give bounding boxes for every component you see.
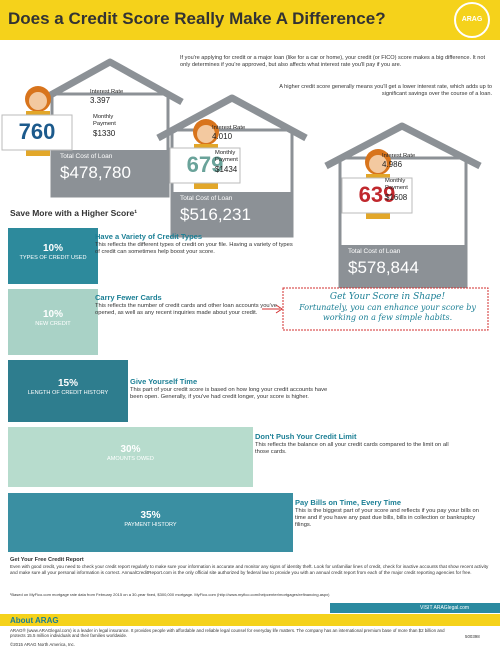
- score-sign: [341, 177, 413, 214]
- factor-text: This part of your credit score is based …: [130, 387, 328, 400]
- score: 639: [358, 182, 396, 207]
- rate-label: Interest Rate: [382, 153, 416, 159]
- factor-label: NEW CREDIT: [35, 321, 71, 327]
- person-face: [369, 155, 387, 173]
- payment-label: Monthly Payment: [215, 150, 238, 163]
- payment: $1434: [215, 165, 238, 174]
- visit[interactable]: VISIT ARAGlegal.com: [420, 605, 470, 611]
- report-text: Even with good credit, you need to check…: [10, 564, 489, 575]
- houses: [1, 58, 482, 294]
- house-band: [52, 150, 168, 196]
- section-title: Save More with a Higher Score¹: [10, 208, 138, 218]
- factor-percent: 35%: [140, 509, 161, 521]
- factor-text: This reflects the balance on all your cr…: [255, 442, 449, 455]
- total-label: Total Cost of Loan: [348, 248, 401, 255]
- copyright: ©2015 ARAG North America, Inc.: [10, 642, 75, 647]
- factor-percent: 30%: [120, 444, 141, 455]
- house-band: [172, 192, 292, 236]
- intro: A higher credit score generally means yo…: [279, 84, 492, 97]
- factor-text: This is the biggest part of your score a…: [295, 508, 479, 528]
- code: 500398: [465, 634, 480, 639]
- score-sign: [169, 147, 241, 184]
- callout-title: Get Your Score in Shape!: [329, 292, 446, 302]
- factor-heading: Have a Variety of Credit Types: [95, 232, 202, 241]
- rate: 4.010: [212, 132, 233, 141]
- logo-text: ARAG: [461, 16, 483, 23]
- payment: $1608: [385, 193, 408, 202]
- callout-text: Fortunately, you can enhance your score …: [299, 303, 476, 322]
- total-label: Total Cost of Loan: [180, 195, 233, 202]
- factor-bar: [8, 427, 253, 487]
- report-title: Get Your Free Credit Report: [10, 557, 84, 563]
- header-band: [0, 0, 500, 40]
- bars: [8, 228, 293, 552]
- factor-bar: [8, 289, 98, 355]
- intro: If you're applying for credit or a major…: [180, 55, 486, 68]
- factor-label: TYPES OF CREDIT USED: [19, 255, 87, 261]
- total: $578,844: [348, 258, 419, 277]
- score-sign: [1, 114, 73, 151]
- rate-label: Interest Rate: [90, 89, 124, 95]
- factor-label: LENGTH OF CREDIT HISTORY: [27, 390, 109, 396]
- payment: $1330: [93, 129, 116, 138]
- visit-band: [330, 603, 500, 613]
- house-roof: [36, 58, 184, 106]
- callout-box: [282, 287, 489, 331]
- factor-percent: 15%: [57, 378, 78, 389]
- house-roof: [324, 122, 482, 170]
- logo: [454, 2, 490, 38]
- callout-arrow: [262, 304, 283, 314]
- factor-heading: Don't Push Your Credit Limit: [255, 432, 357, 441]
- score: 679: [186, 152, 224, 177]
- rate: 4.986: [382, 160, 403, 169]
- person-face: [197, 125, 215, 143]
- factor-bar: [8, 360, 128, 422]
- factor-text: This reflects the number of credit cards…: [95, 303, 277, 316]
- about-text: ARAG® (www.ARAGlegal.com) is a leader in…: [10, 628, 445, 639]
- factor-bar: [8, 493, 293, 552]
- score: 760: [18, 119, 56, 144]
- payment-label: Monthly Payment: [93, 114, 116, 127]
- total: $516,231: [180, 205, 251, 224]
- factor-label: PAYMENT HISTORY: [124, 521, 177, 528]
- rate: 3.397: [90, 96, 111, 105]
- factor-bar: [8, 228, 98, 284]
- house-roof: [156, 94, 308, 142]
- total-label: Total Cost of Loan: [60, 153, 113, 160]
- about-title: About ARAG: [10, 616, 59, 625]
- factor-percent: 10%: [42, 309, 63, 320]
- payment-label: Monthly Payment: [385, 178, 408, 191]
- total: $478,780: [60, 163, 131, 182]
- factor-percent: 10%: [42, 243, 63, 254]
- person-face: [29, 92, 47, 110]
- factor-label: AMOUNTS OWED: [107, 456, 154, 462]
- about-band: [0, 614, 500, 626]
- factor-heading: Give Yourself Time: [130, 377, 198, 386]
- factor-heading: Pay Bills on Time, Every Time: [295, 498, 402, 507]
- rate-label: Interest Rate: [212, 125, 246, 131]
- footnote: ¹Based on MyFico.com mortgage rate data …: [10, 592, 330, 597]
- factor-text: This reflects the different types of cre…: [95, 242, 293, 255]
- house-band: [340, 245, 466, 292]
- title: Does a Credit Score Really Make A Differ…: [8, 9, 386, 28]
- factor-heading: Carry Fewer Cards: [95, 293, 162, 302]
